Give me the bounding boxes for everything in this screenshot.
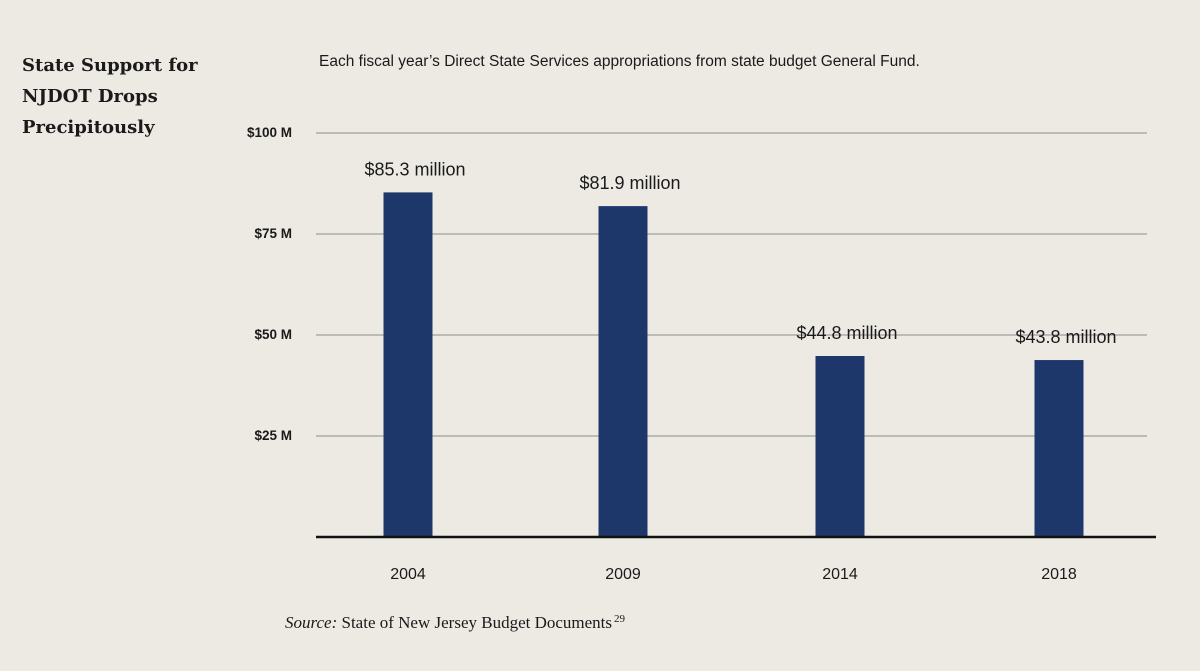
- x-axis-ticks: 2004 2009 2014 2018: [390, 566, 1077, 583]
- x-tick-label: 2018: [1041, 566, 1077, 583]
- chart-subtitle: Each fiscal year’s Direct State Services…: [319, 53, 920, 70]
- source-note: Source: State of New Jersey Budget Docum…: [285, 613, 625, 633]
- bar: [598, 206, 648, 537]
- y-tick-label: $100 M: [247, 125, 292, 140]
- bar: [383, 192, 433, 537]
- y-tick-label: $75 M: [254, 226, 292, 241]
- data-labels: $85.3 million $81.9 million $44.8 million $…: [364, 159, 1116, 347]
- bars: [383, 192, 1084, 537]
- source-text: State of New Jersey Budget Documents: [341, 613, 613, 632]
- bar: [1034, 360, 1084, 537]
- x-tick-label: 2009: [605, 566, 641, 583]
- data-label: $44.8 million: [796, 323, 897, 343]
- y-axis-ticks: $25 M $50 M $75 M $100 M: [247, 125, 292, 443]
- gridlines: [316, 132, 1147, 437]
- x-tick-label: 2004: [390, 566, 426, 583]
- source-footnote: 29: [614, 613, 626, 625]
- source-label: Source:: [285, 613, 338, 632]
- y-tick-label: $25 M: [254, 428, 292, 443]
- data-label: $81.9 million: [579, 173, 680, 193]
- y-tick-label: $50 M: [254, 327, 292, 342]
- x-tick-label: 2014: [822, 566, 858, 583]
- data-label: $85.3 million: [364, 159, 465, 179]
- chart-title: State Support for NJDOT Drops Precipitou…: [22, 55, 198, 138]
- bar: [815, 356, 865, 537]
- data-label: $43.8 million: [1015, 327, 1116, 347]
